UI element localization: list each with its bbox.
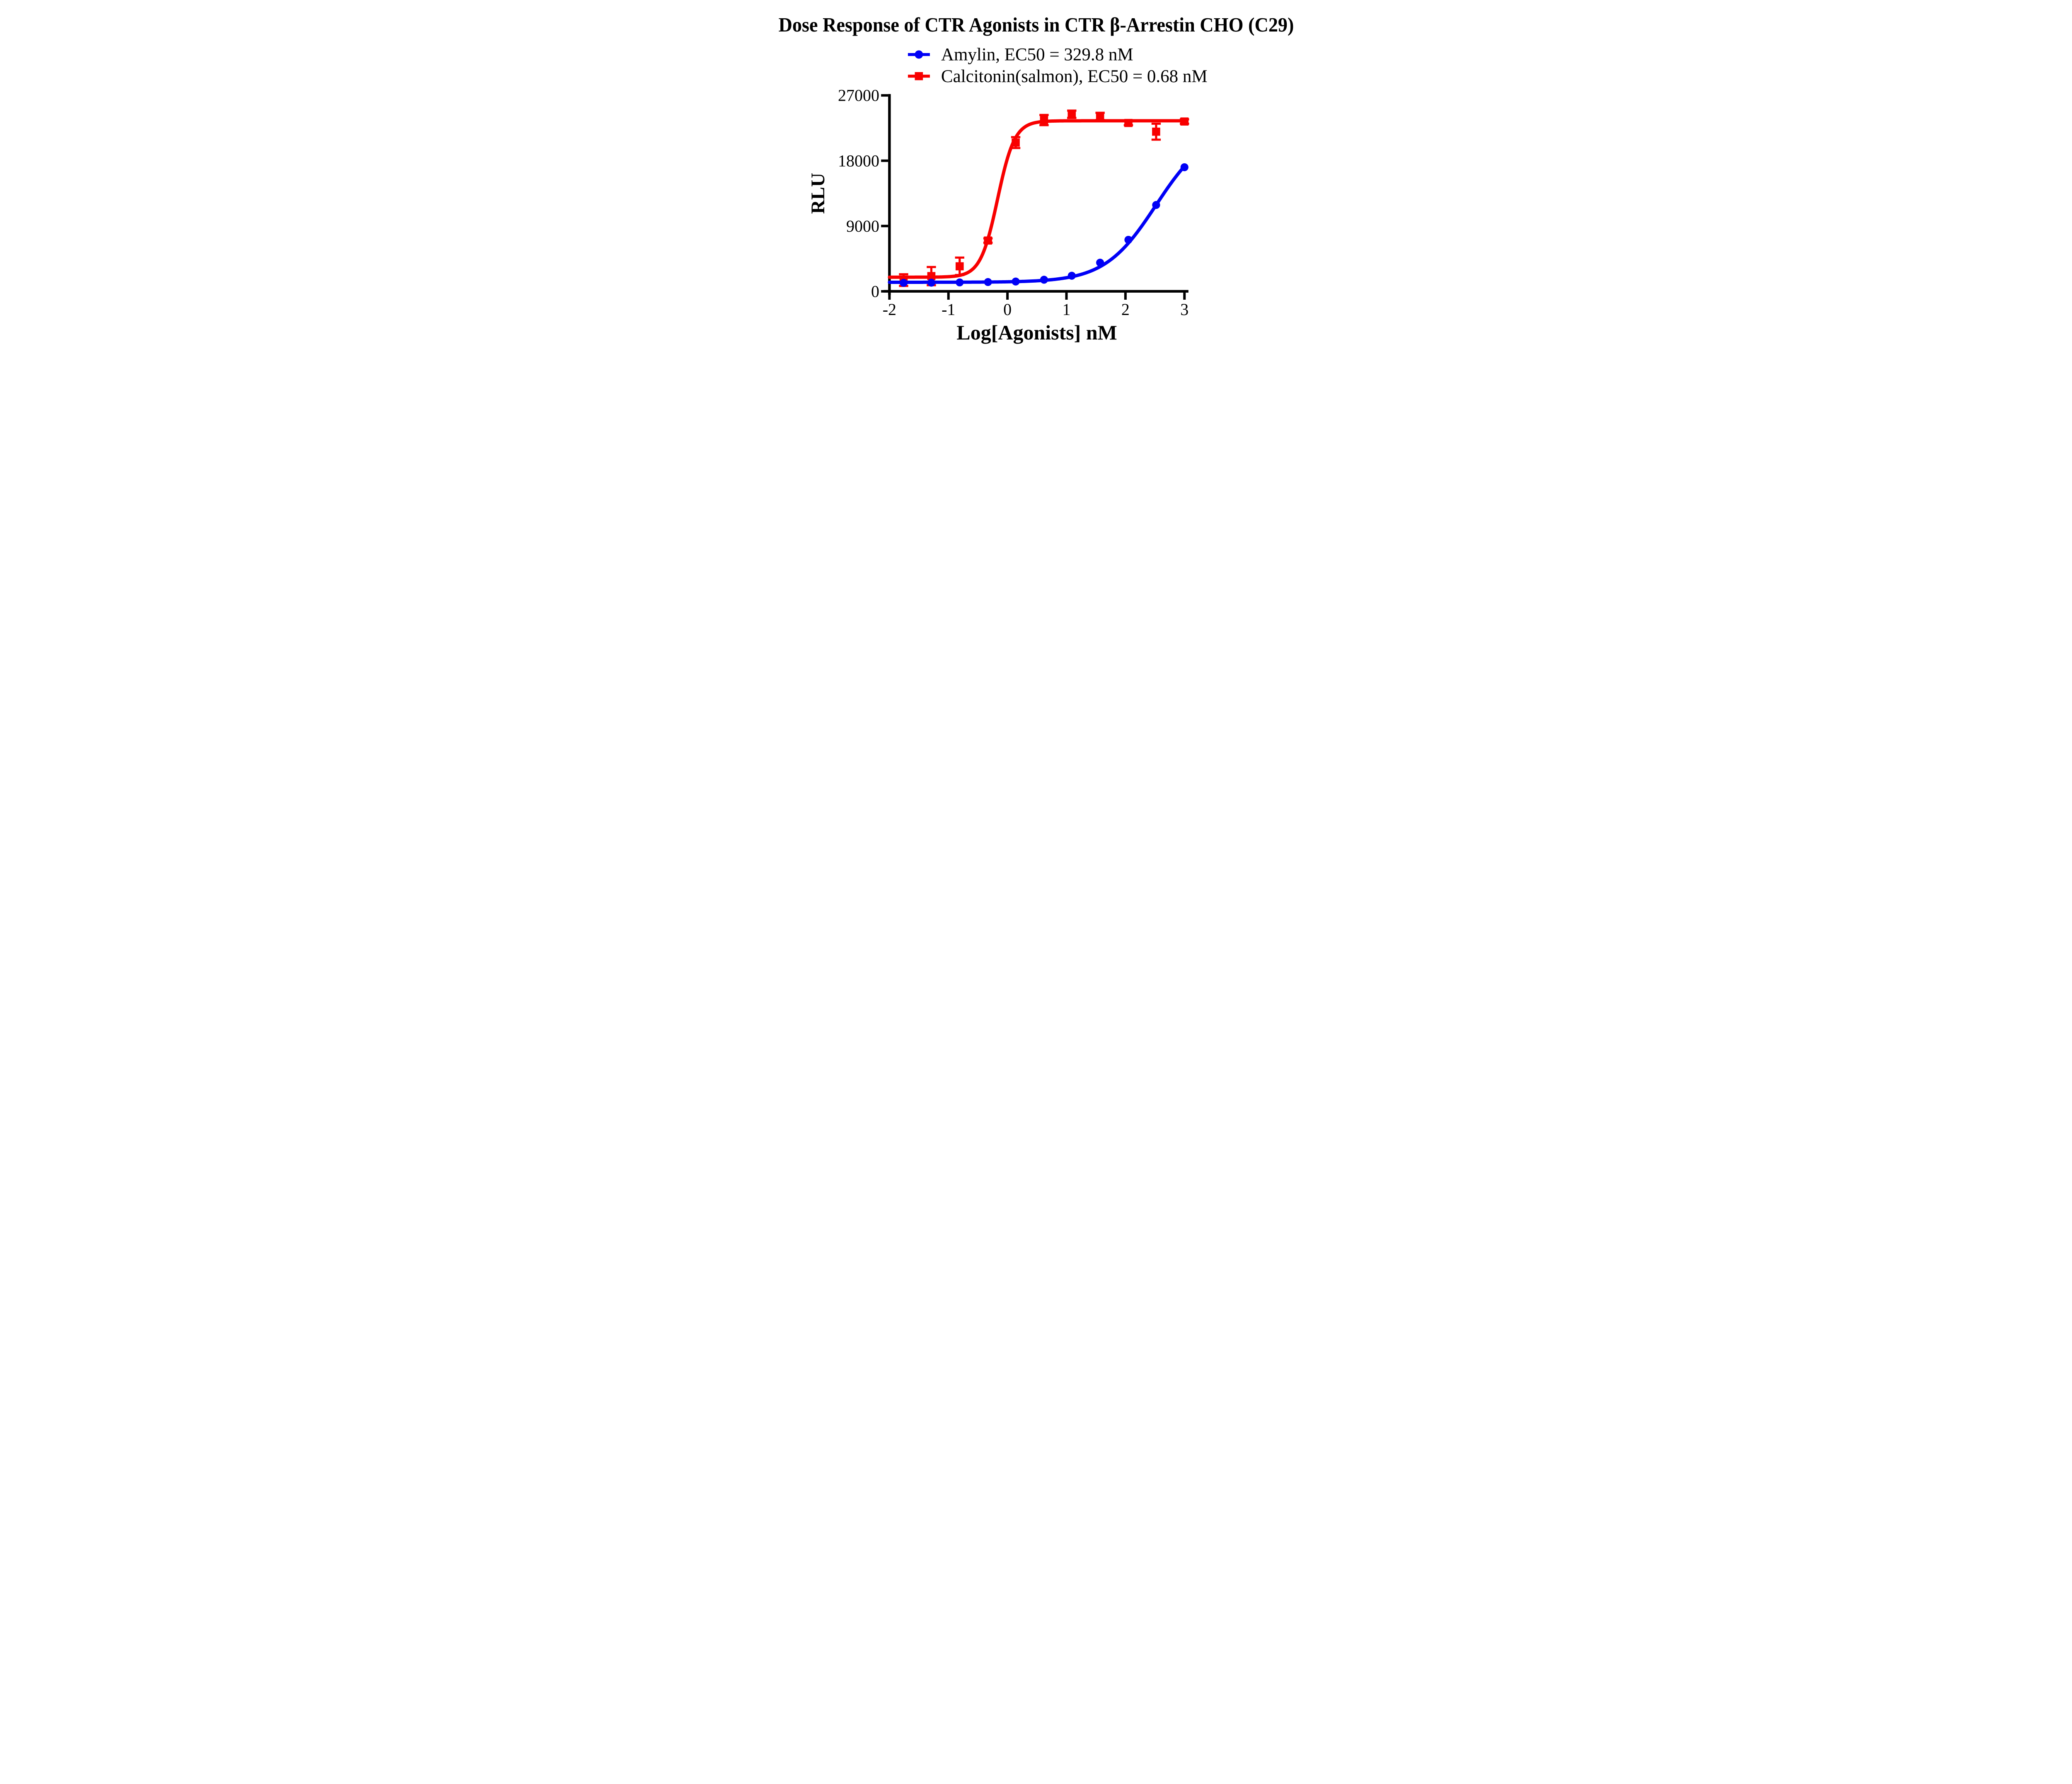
data-point-circle	[1096, 259, 1104, 267]
data-point-circle	[927, 279, 935, 287]
y-axis-title: RLU	[807, 173, 828, 214]
data-point-square	[1124, 119, 1133, 127]
x-tick-label: -2	[882, 300, 896, 319]
legend-item-amylin: Amylin, EC50 = 329.8 nM	[908, 45, 1133, 65]
data-point-square	[1096, 112, 1104, 121]
x-tick-label: 3	[1180, 300, 1188, 319]
data-point-circle	[1124, 235, 1133, 244]
plot-area: 0 9000 18000 27000 -2 -1 0 1 2 3	[838, 86, 1189, 319]
series-curve-1	[887, 119, 1186, 279]
x-tick-label: 0	[1003, 300, 1012, 319]
data-point-circle	[1180, 163, 1188, 172]
data-point-circle	[1011, 277, 1020, 286]
data-point-square	[983, 236, 992, 245]
y-tick-label: 0	[871, 282, 879, 301]
x-axis-title: Log[Agonists] nM	[956, 321, 1117, 344]
data-point-circle	[1040, 276, 1048, 284]
data-point-circle	[1152, 201, 1160, 209]
data-point-circle	[899, 279, 908, 287]
data-point-square	[955, 262, 964, 271]
chart-svg: Dose Response of CTR Agonists in CTR β-A…	[778, 13, 1294, 344]
legend-square-marker-icon	[915, 72, 923, 80]
legend-label-amylin: Amylin, EC50 = 329.8 nM	[941, 45, 1133, 65]
legend-label-calcitonin: Calcitonin(salmon), EC50 = 0.68 nM	[941, 67, 1207, 86]
data-point-square	[1067, 110, 1076, 119]
legend-circle-marker-icon	[914, 50, 923, 59]
x-tick-label: 1	[1062, 300, 1070, 319]
y-tick-label: 9000	[846, 217, 879, 235]
data-point-circle	[1067, 271, 1076, 280]
data-point-square	[1040, 116, 1048, 124]
data-point-square	[927, 272, 935, 280]
data-point-square	[1180, 117, 1188, 126]
data-point-square	[1011, 138, 1020, 147]
legend-item-calcitonin: Calcitonin(salmon), EC50 = 0.68 nM	[908, 67, 1207, 86]
data-point-square	[1152, 127, 1160, 136]
legend: Amylin, EC50 = 329.8 nM Calcitonin(salmo…	[908, 45, 1207, 86]
chart-title: Dose Response of CTR Agonists in CTR β-A…	[778, 13, 1294, 36]
data-point-circle	[955, 278, 963, 286]
x-tick-label: -1	[942, 300, 955, 319]
data-point-circle	[984, 278, 992, 286]
y-tick-label: 18000	[838, 151, 879, 170]
x-tick-label: 2	[1121, 300, 1129, 319]
series-curve-0	[887, 165, 1186, 284]
figure: Dose Response of CTR Agonists in CTR β-A…	[763, 0, 1309, 357]
y-tick-label: 27000	[838, 86, 879, 105]
